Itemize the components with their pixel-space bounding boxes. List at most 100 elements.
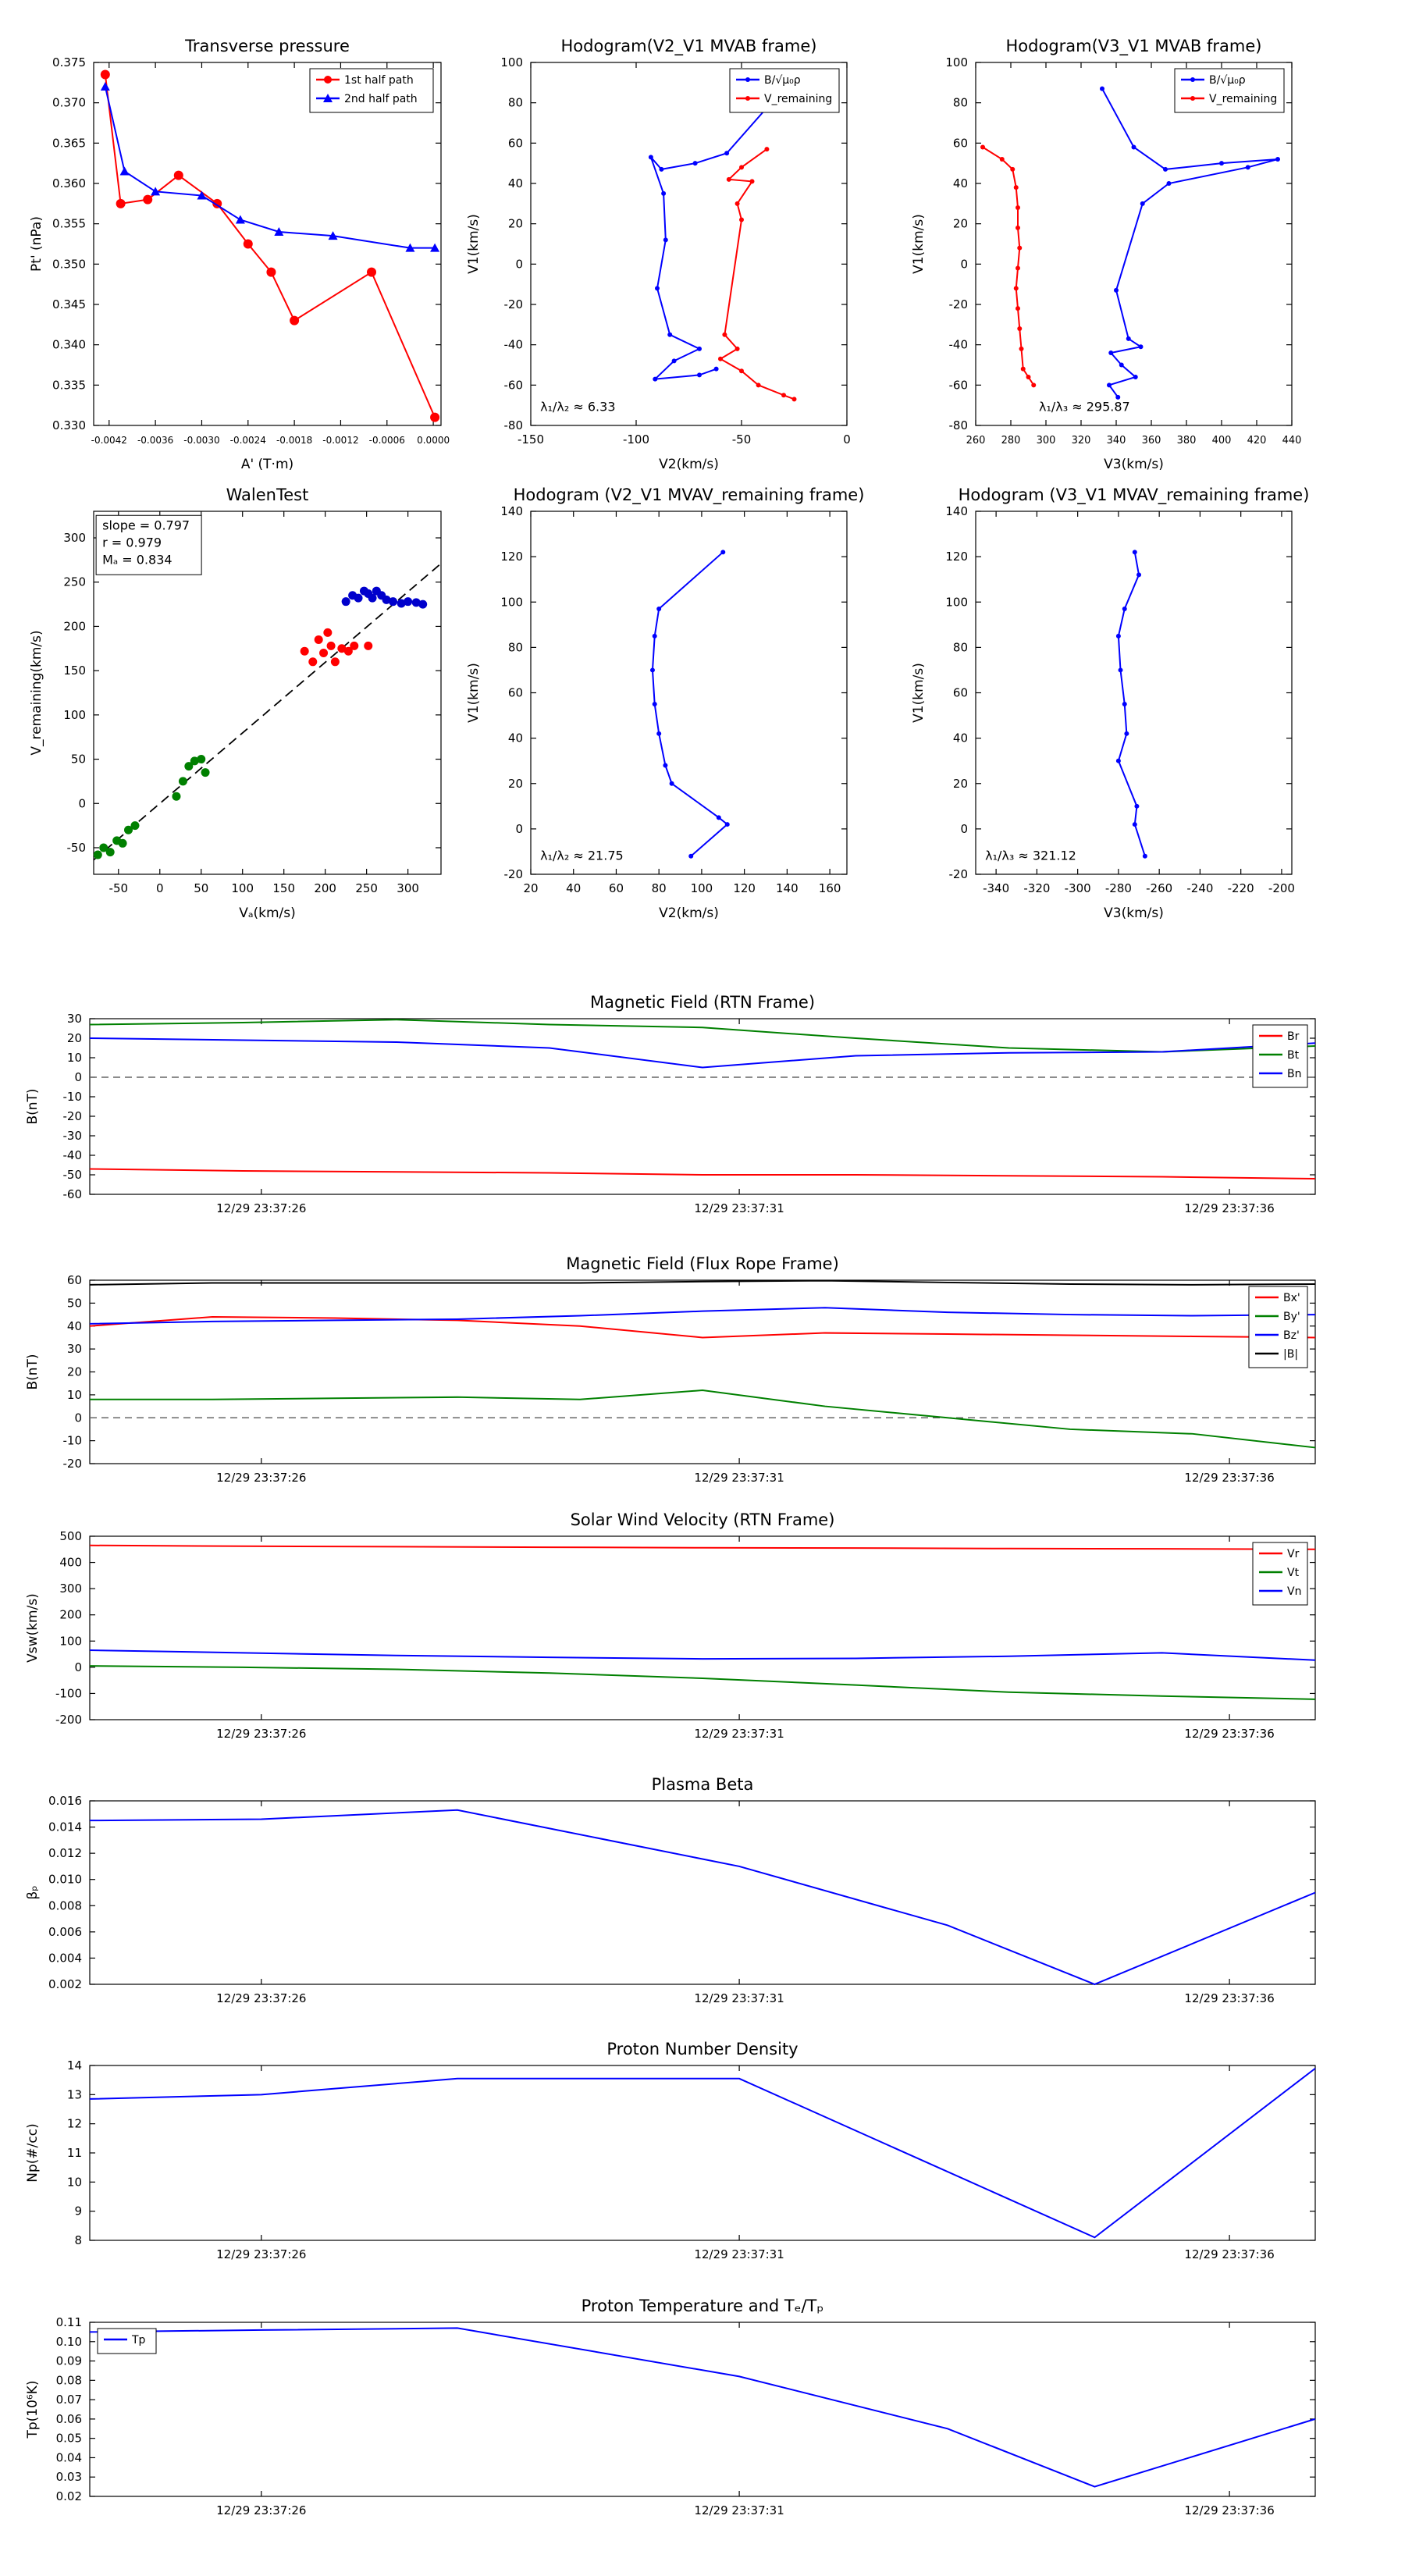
legend-label: Bn <box>1287 1068 1301 1080</box>
x-tick-label: -0.0024 <box>230 435 266 446</box>
x-tick-label: 12/29 23:37:36 <box>1184 1471 1274 1485</box>
x-tick-label: 0.0000 <box>417 435 450 446</box>
annotation-text: λ₁/λ₂ ≈ 6.33 <box>540 399 615 414</box>
x-tick-label: -200 <box>1268 881 1295 895</box>
y-tick-label: 30 <box>67 1012 82 1026</box>
y-tick-label: -80 <box>504 418 524 432</box>
y-tick-label: 0.010 <box>48 1873 82 1887</box>
axes-box <box>89 1018 1316 1195</box>
x-axis-label: V3(km/s) <box>1104 906 1164 921</box>
x-tick-label: 12/29 23:37:36 <box>1184 1201 1274 1215</box>
x-tick-label: -240 <box>1186 881 1213 895</box>
x-tick-label: 12/29 23:37:26 <box>216 1991 306 2005</box>
x-tick-label: -0.0018 <box>276 435 312 446</box>
y-axis-label: Tp(10⁶K) <box>25 2380 41 2439</box>
annotation-text: λ₁/λ₃ ≈ 321.12 <box>985 848 1076 863</box>
y-tick-label: 13 <box>67 2087 82 2101</box>
y-tick-label: 10 <box>67 2175 82 2189</box>
x-tick-label: -0.0030 <box>183 435 219 446</box>
legend-label: Vr <box>1287 1548 1300 1560</box>
y-tick-label: 100 <box>59 1634 82 1648</box>
x-tick-label: 400 <box>1212 435 1232 447</box>
y-tick-label: -20 <box>949 867 969 881</box>
annotation-box <box>95 514 202 575</box>
x-tick-label: 12/29 23:37:31 <box>694 1991 784 2005</box>
y-tick-label: 0.006 <box>48 1925 82 1939</box>
y-tick-label: 120 <box>500 550 523 564</box>
x-tick-label: -260 <box>1146 881 1172 895</box>
chart-title: Hodogram(V2_V1 MVAB frame) <box>561 37 817 56</box>
x-tick-label: -0.0042 <box>91 435 127 446</box>
legend <box>97 2328 157 2354</box>
y-tick-label: 500 <box>59 1529 82 1543</box>
y-tick-label: -40 <box>504 338 524 352</box>
series-fit-line <box>93 563 442 861</box>
y-tick-label: -20 <box>949 297 969 311</box>
y-tick-label: 40 <box>508 176 523 190</box>
y-tick-label: 0.05 <box>56 2432 82 2446</box>
x-tick-label: 12/29 23:37:26 <box>216 1201 306 1215</box>
x-tick-label: 100 <box>691 881 713 895</box>
y-tick-label: 0.016 <box>48 1794 82 1808</box>
y-tick-label: 20 <box>508 777 523 791</box>
y-tick-label: -60 <box>504 378 524 392</box>
y-tick-label: 9 <box>74 2204 82 2218</box>
x-tick-label: -0.0036 <box>137 435 173 446</box>
x-tick-label: 80 <box>652 881 667 895</box>
x-tick-label: -220 <box>1228 881 1254 895</box>
axes-box <box>530 62 848 426</box>
y-tick-label: 0 <box>78 796 86 810</box>
y-tick-label: 12 <box>67 2117 82 2131</box>
series-Bz' <box>89 1307 1316 1325</box>
series-Np <box>89 2067 1316 2239</box>
y-tick-label: -10 <box>63 1434 83 1448</box>
y-tick-label: 0.330 <box>52 418 86 432</box>
axes-box <box>975 62 1293 426</box>
x-tick-label: 420 <box>1247 435 1267 447</box>
x-tick-label: 160 <box>819 881 841 895</box>
x-tick-label: 12/29 23:37:36 <box>1184 1991 1274 2005</box>
legend-label: Vt <box>1287 1567 1300 1579</box>
chart-plasma-beta: Plasma Beta 12/29 23:37:26 12/29 23:37:31 1… <box>25 1775 1316 2005</box>
x-tick-label: 380 <box>1177 435 1197 447</box>
y-tick-label: -20 <box>63 1457 83 1471</box>
y-tick-label: 80 <box>508 96 523 110</box>
chart-mag-fluxrope: Magnetic Field (Flux Rope Frame) 12/29 23… <box>25 1254 1316 1485</box>
x-tick-label: 150 <box>272 881 295 895</box>
chart-title: Hodogram(V3_V1 MVAB frame) <box>1006 37 1262 56</box>
y-axis-label: V1(km/s) <box>911 214 927 274</box>
y-tick-label: 40 <box>953 731 968 745</box>
series-Vn <box>89 1649 1316 1661</box>
chart-title: Proton Temperature and Tₑ/Tₚ <box>582 2297 824 2315</box>
y-tick-label: 140 <box>500 504 523 518</box>
y-tick-label: 0.370 <box>52 96 86 110</box>
y-tick-label: 100 <box>945 55 968 69</box>
chart-proton-temp: Proton Temperature and Tₑ/Tₚ 12/29 23:37:… <box>25 2297 1316 2517</box>
series-Bt <box>89 1019 1316 1053</box>
axes-box <box>530 511 848 875</box>
y-tick-label: -60 <box>949 378 969 392</box>
y-tick-label: 0.345 <box>52 297 86 311</box>
legend-label: Br <box>1287 1030 1300 1043</box>
x-axis-label: A' (T·m) <box>241 457 293 472</box>
axes-box <box>89 1535 1316 1720</box>
series-B-alfven <box>1101 88 1279 398</box>
y-tick-label: 0.08 <box>56 2373 82 2387</box>
chart-title: Hodogram (V3_V1 MVAV_remaining frame) <box>959 486 1310 505</box>
series-B-alfven <box>649 87 784 380</box>
x-tick-label: 320 <box>1072 435 1091 447</box>
x-tick-label: 12/29 23:37:26 <box>216 2503 306 2517</box>
x-tick-label: -50 <box>732 432 752 447</box>
y-axis-label: βₚ <box>25 1885 41 1899</box>
x-tick-label: -50 <box>109 881 129 895</box>
y-tick-label: 0.365 <box>52 136 86 150</box>
series-1st half path <box>104 74 436 418</box>
series-Tp <box>89 2327 1316 2488</box>
y-tick-label: -10 <box>63 1090 83 1104</box>
y-tick-label: 100 <box>500 595 523 609</box>
x-tick-label: 120 <box>733 881 756 895</box>
y-tick-label: -30 <box>63 1129 83 1143</box>
x-tick-label: 260 <box>966 435 986 447</box>
y-tick-label: 0.340 <box>52 338 86 352</box>
